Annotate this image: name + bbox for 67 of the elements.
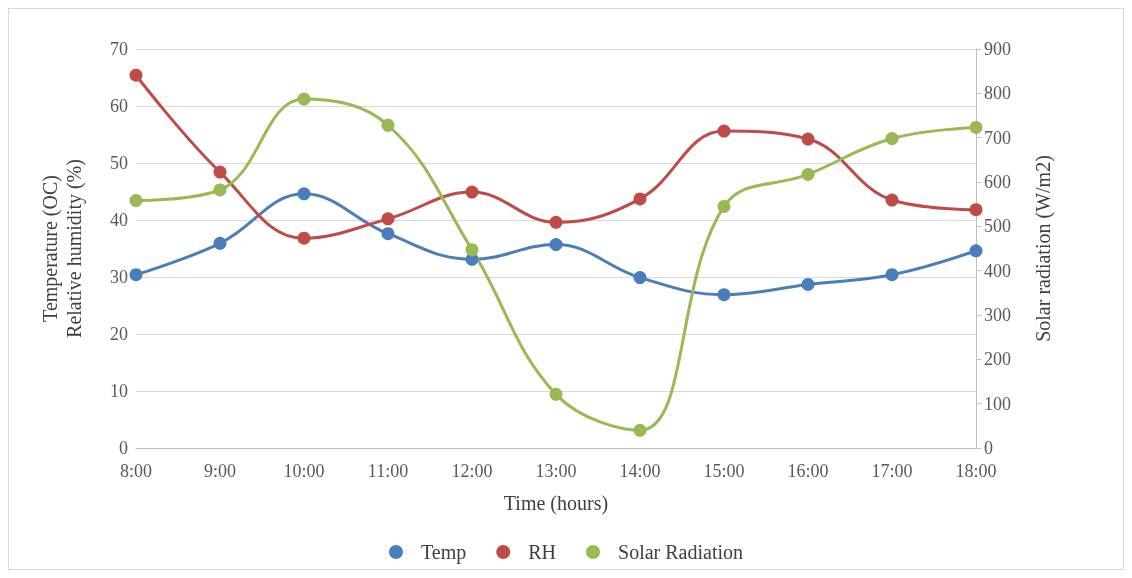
point xyxy=(549,387,563,401)
point xyxy=(129,268,143,282)
point xyxy=(129,68,143,82)
legend-label: Temp xyxy=(420,541,467,564)
point xyxy=(465,185,479,199)
x-tick-label: 8:00 xyxy=(119,461,153,481)
y2-tick-label: 500 xyxy=(984,216,1011,237)
y2-tick-label: 400 xyxy=(984,260,1011,281)
x-tick-label: 18:00 xyxy=(955,461,997,481)
y-tick-label: 70 xyxy=(110,39,128,59)
point xyxy=(297,92,311,106)
y-tick-label: 40 xyxy=(110,210,128,230)
point xyxy=(633,271,647,285)
point xyxy=(465,243,479,257)
point xyxy=(717,124,731,138)
y-tick-label: 20 xyxy=(110,324,128,344)
y2-axis-title: Solar radiation (W/m2) xyxy=(1032,155,1055,342)
x-tick-label: 11:00 xyxy=(367,461,409,481)
x-tick-label: 16:00 xyxy=(787,461,829,481)
point xyxy=(885,132,899,146)
y2-tick-label: 900 xyxy=(984,39,1011,59)
y-tick-label: 30 xyxy=(110,267,128,287)
point xyxy=(969,244,983,258)
y2-tick-label: 200 xyxy=(984,349,1011,370)
y-tick-label: 50 xyxy=(110,153,128,173)
y-tick-label: 10 xyxy=(110,381,128,401)
x-tick-label: 9:00 xyxy=(203,461,237,481)
x-tick-label: 10:00 xyxy=(283,461,325,481)
point xyxy=(885,193,899,207)
point xyxy=(381,227,395,241)
y-axis-title: Temperature (OC) Relative humidity (%) xyxy=(39,159,86,338)
point xyxy=(717,288,731,302)
x-tick-label: 12:00 xyxy=(451,461,493,481)
point xyxy=(381,118,395,132)
point xyxy=(801,132,815,146)
point xyxy=(549,238,563,252)
y2-tick-label: 0 xyxy=(984,438,993,458)
legend-label: Solar Radiation xyxy=(618,541,744,563)
legend-label: RH xyxy=(528,541,557,563)
y2-tick-label: 600 xyxy=(984,172,1011,192)
point xyxy=(969,120,983,134)
y-tick-label: 0 xyxy=(119,438,128,458)
point xyxy=(213,183,227,197)
y2-tick-label: 100 xyxy=(984,393,1011,414)
x-tick-label: 17:00 xyxy=(871,461,913,481)
point xyxy=(717,199,731,213)
y2-tick-label: 800 xyxy=(984,83,1011,104)
point xyxy=(801,277,815,291)
point xyxy=(885,268,899,282)
point xyxy=(297,187,311,201)
point xyxy=(633,423,647,437)
point xyxy=(213,236,227,250)
point xyxy=(969,203,983,217)
point xyxy=(633,192,647,206)
point xyxy=(213,165,227,179)
y-tick-label: 60 xyxy=(110,96,128,116)
y2-tick-label: 700 xyxy=(984,127,1011,148)
point xyxy=(297,231,311,245)
point xyxy=(129,194,143,208)
point xyxy=(801,167,815,181)
point xyxy=(381,212,395,226)
x-axis-title: Time (hours) xyxy=(503,492,609,515)
x-tick-label: 14:00 xyxy=(619,461,661,481)
x-tick-label: 15:00 xyxy=(703,461,745,481)
y2-tick-label: 300 xyxy=(984,305,1011,325)
x-tick-label: 13:00 xyxy=(535,461,577,481)
point xyxy=(549,215,563,229)
